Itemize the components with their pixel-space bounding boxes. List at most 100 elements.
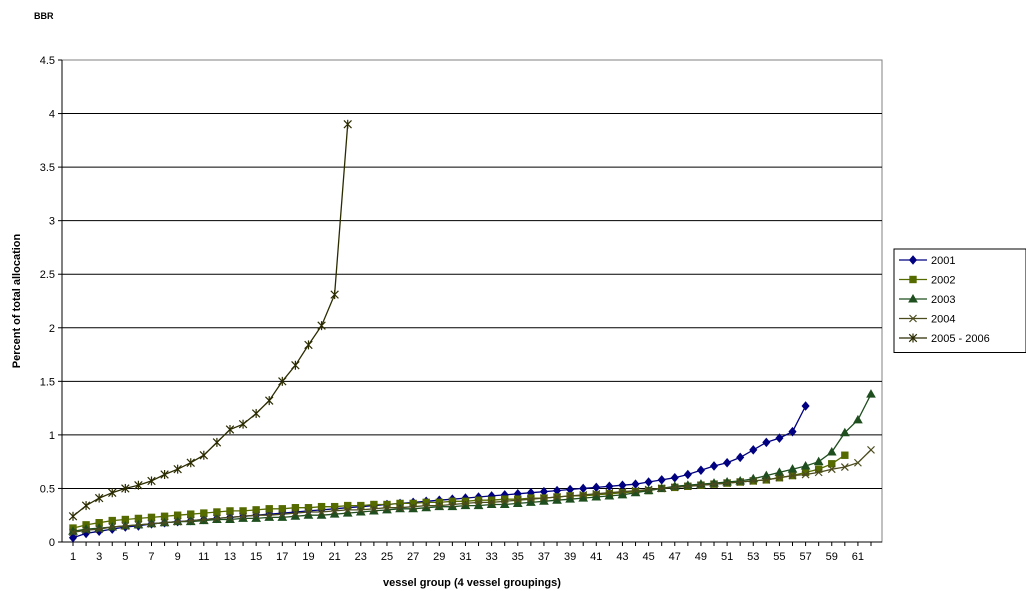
marker-stroke bbox=[526, 495, 535, 504]
data-point bbox=[173, 464, 182, 474]
chart-title: BBR bbox=[34, 11, 54, 21]
data-point bbox=[291, 509, 300, 518]
data-point bbox=[474, 498, 483, 507]
data-point bbox=[657, 484, 666, 493]
marker-stroke bbox=[513, 496, 522, 505]
x-tick-label: 57 bbox=[799, 551, 811, 563]
legend-label: 2005 - 2006 bbox=[931, 333, 990, 345]
marker-stroke bbox=[330, 507, 339, 515]
marker-stroke bbox=[383, 503, 391, 512]
data-point bbox=[761, 470, 772, 480]
marker-stroke bbox=[500, 497, 509, 506]
data-point bbox=[566, 492, 575, 500]
data-point bbox=[814, 468, 823, 477]
x-tick-label: 15 bbox=[250, 551, 262, 563]
marker-stroke bbox=[762, 475, 771, 484]
marker-stroke bbox=[369, 504, 378, 513]
marker-stroke bbox=[396, 503, 404, 512]
data-point bbox=[199, 450, 209, 460]
series-line bbox=[72, 124, 349, 517]
data-point bbox=[356, 505, 365, 514]
y-tick-label: 2 bbox=[49, 323, 55, 335]
y-tick-label: 1.5 bbox=[40, 376, 55, 388]
data-point bbox=[239, 507, 247, 515]
y-tick-label: 4.5 bbox=[40, 55, 55, 67]
marker-stroke bbox=[553, 493, 561, 501]
data-point bbox=[212, 514, 221, 523]
marker-stroke bbox=[697, 481, 705, 490]
data-point bbox=[605, 488, 614, 497]
x-axis-title: vessel group (4 vessel groupings) bbox=[383, 577, 561, 589]
x-tick-label: 61 bbox=[852, 551, 864, 563]
data-point bbox=[801, 401, 810, 411]
data-point bbox=[736, 478, 745, 486]
data-point bbox=[69, 528, 77, 537]
data-point bbox=[108, 488, 117, 498]
data-point bbox=[435, 501, 444, 510]
marker-stroke bbox=[212, 514, 221, 523]
marker-stroke bbox=[853, 458, 862, 467]
data-point bbox=[226, 507, 234, 515]
data-point bbox=[683, 469, 692, 480]
y-tick-label: 2.5 bbox=[40, 269, 55, 281]
data-point bbox=[186, 516, 195, 525]
data-point bbox=[800, 460, 811, 470]
marker-stroke bbox=[644, 485, 653, 494]
data-point bbox=[500, 497, 509, 506]
data-point bbox=[278, 376, 287, 386]
data-point bbox=[317, 321, 326, 331]
marker-stroke bbox=[487, 498, 496, 507]
marker-stroke bbox=[670, 483, 679, 492]
data-point bbox=[631, 486, 640, 495]
data-point bbox=[828, 460, 836, 468]
marker-stroke bbox=[566, 492, 575, 500]
marker-stroke bbox=[239, 512, 247, 521]
x-tick-label: 55 bbox=[773, 551, 785, 563]
marker-stroke bbox=[788, 471, 797, 480]
data-point bbox=[252, 511, 261, 520]
data-point bbox=[908, 333, 918, 343]
data-point bbox=[383, 503, 391, 512]
data-point bbox=[866, 389, 876, 398]
x-tick-label: 9 bbox=[175, 551, 181, 563]
series-layer bbox=[68, 119, 876, 543]
marker-stroke bbox=[265, 511, 274, 520]
legend-item: 2004 bbox=[899, 314, 955, 326]
marker-stroke bbox=[657, 484, 666, 493]
data-point bbox=[265, 511, 274, 520]
x-tick-label: 13 bbox=[224, 551, 236, 563]
marker-stroke bbox=[121, 522, 130, 530]
data-point bbox=[749, 445, 758, 455]
legend-item: 2001 bbox=[899, 255, 955, 267]
data-point bbox=[317, 508, 326, 516]
x-tick-label: 43 bbox=[616, 551, 628, 563]
data-point bbox=[291, 504, 300, 512]
data-point bbox=[94, 493, 104, 503]
marker-stroke bbox=[291, 509, 300, 518]
x-tick-label: 49 bbox=[695, 551, 707, 563]
x-tick-label: 11 bbox=[198, 551, 209, 563]
data-point bbox=[487, 498, 496, 507]
data-point bbox=[788, 426, 797, 437]
x-tick-label: 51 bbox=[721, 551, 733, 563]
data-point bbox=[461, 499, 470, 508]
axes: 00.511.522.533.544.51 3 5 7 9 11 13 15 17 19 21 23 2… bbox=[40, 55, 882, 563]
data-point bbox=[68, 532, 78, 543]
marker-stroke bbox=[736, 478, 745, 486]
marker-stroke bbox=[801, 470, 810, 479]
data-point bbox=[95, 525, 104, 534]
data-point bbox=[187, 510, 195, 518]
data-point bbox=[278, 505, 287, 513]
series-2004 bbox=[69, 445, 875, 537]
data-point bbox=[343, 505, 352, 514]
data-point bbox=[448, 500, 457, 509]
data-point bbox=[134, 520, 143, 529]
data-point bbox=[238, 419, 248, 429]
marker-stroke bbox=[226, 513, 234, 522]
marker-stroke bbox=[409, 502, 418, 511]
marker-stroke bbox=[356, 505, 365, 514]
x-tick-label: 47 bbox=[669, 551, 681, 563]
data-point bbox=[147, 519, 156, 528]
x-tick-label: 21 bbox=[329, 551, 341, 563]
marker-stroke bbox=[579, 490, 588, 499]
